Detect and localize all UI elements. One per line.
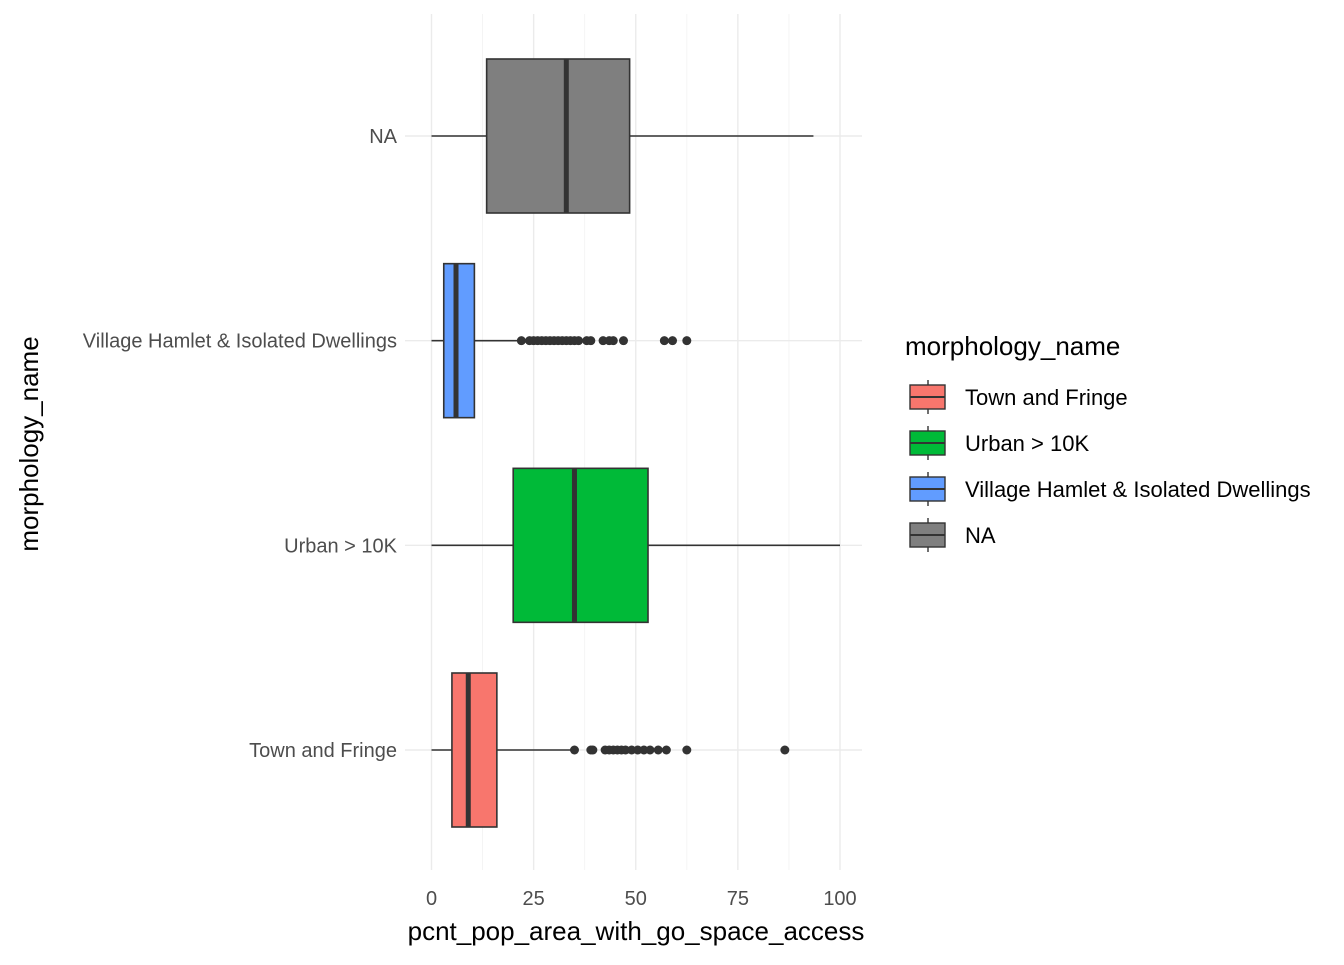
outlier-point [668,336,678,346]
legend: morphology_name Town and Fringe Urban > 1… [905,331,1311,552]
x-tick-labels: 0 25 50 75 100 [426,888,857,910]
y-tick-label: NA [369,126,397,148]
legend-key-1: Urban > 10K [909,426,1089,460]
outlier-point [574,336,584,346]
outlier-point [645,745,655,755]
y-tick-label: Town and Fringe [249,740,397,762]
outlier-point [682,336,692,346]
legend-label: Town and Fringe [965,385,1128,410]
x-tick-label: 100 [823,888,856,910]
outlier-point [618,336,628,346]
legend-label: NA [965,523,996,548]
x-tick-label: 0 [426,888,437,910]
x-tick-label: 50 [625,888,647,910]
box-1 [431,467,840,624]
outlier-point [780,745,790,755]
legend-key-3: NA [909,518,996,552]
outlier-point [586,336,596,346]
legend-title: morphology_name [905,331,1120,361]
box-body [451,672,498,828]
outlier-point [516,336,526,346]
outlier-point [653,745,663,755]
y-tick-label: Village Hamlet & Isolated Dwellings [83,331,397,353]
y-tick-label: Urban > 10K [284,535,398,557]
x-tick-label: 25 [523,888,545,910]
legend-label: Urban > 10K [965,431,1089,456]
legend-key-0: Town and Fringe [909,380,1128,414]
outlier-point [608,336,618,346]
y-tick-labels: Town and Fringe Urban > 10K Village Hamlet… [83,126,398,762]
box-body [512,467,649,624]
box-body [485,58,631,214]
box-2 [431,262,692,419]
outlier-point [682,745,692,755]
box-0 [431,672,790,828]
x-tick-label: 75 [727,888,749,910]
outlier-point [569,745,579,755]
legend-keys: Town and Fringe Urban > 10K Village Hamlet… [909,380,1311,552]
outlier-point [588,745,598,755]
boxes-layer [431,58,840,828]
outlier-point [659,336,669,346]
y-axis-title: morphology_name [14,336,44,551]
box-3 [431,58,814,214]
x-axis-title: pcnt_pop_area_with_go_space_access [408,916,865,946]
outlier-point [661,745,671,755]
legend-label: Village Hamlet & Isolated Dwellings [965,477,1311,502]
legend-key-2: Village Hamlet & Isolated Dwellings [909,472,1311,506]
box-body [442,262,476,419]
